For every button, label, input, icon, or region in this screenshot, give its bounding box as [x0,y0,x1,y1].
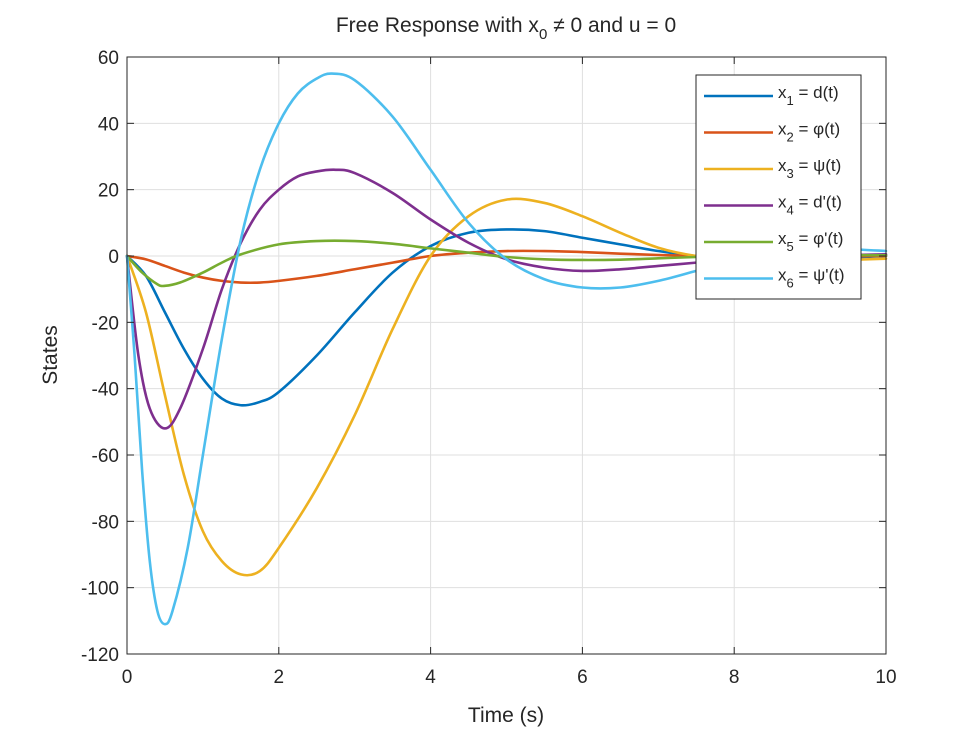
series-line-x4 [125,168,888,430]
y-tick-label: -20 [92,313,119,334]
y-tick-label: 0 [108,247,119,268]
y-axis-label: States [39,325,62,385]
y-tick-label: -60 [92,446,119,467]
x-tick-label: 0 [122,667,133,688]
x-tick-label: 8 [729,667,740,688]
x-tick-label: 2 [274,667,285,688]
series-line-x6 [125,72,888,626]
legend-label-x5: x5 = φ'(t) [778,229,843,254]
legend-label-x1: x1 = d(t) [778,83,839,108]
x-axis-label: Time (s) [468,704,544,727]
y-tick-label: 40 [98,114,119,135]
legend-items: x1 = d(t) x2 = φ(t) x3 = ψ(t) x4 = d'(t) x5 … [704,83,845,291]
y-tick-label: 60 [98,48,119,69]
axes-box [126,56,887,655]
y-tick-label: -40 [92,380,119,401]
y-tick-label: -120 [81,645,119,666]
legend: x1 = d(t) x2 = φ(t) x3 = ψ(t) x4 = d'(t) x5 … [695,74,862,300]
legend-label-x3: x3 = ψ(t) [778,156,841,181]
legend-box [695,74,862,300]
x-tick-label: 6 [577,667,588,688]
x-tick-label: 4 [425,667,436,688]
ticks: 0 2 4 6 8 10 -120 -100 -80 -60 -40 -20 0 20 40 60 [81,48,897,688]
legend-label-x6: x6 = ψ'(t) [778,266,845,291]
legend-label-x4: x4 = d'(t) [778,193,842,218]
x-tick-label: 10 [875,667,896,688]
y-tick-label: 20 [98,181,119,202]
chart-title: Free Response with x0 ≠ 0 and u = 0 [336,14,676,43]
y-tick-label: -100 [81,579,119,600]
y-tick-label: -80 [92,512,119,533]
legend-label-x2: x2 = φ(t) [778,120,840,145]
